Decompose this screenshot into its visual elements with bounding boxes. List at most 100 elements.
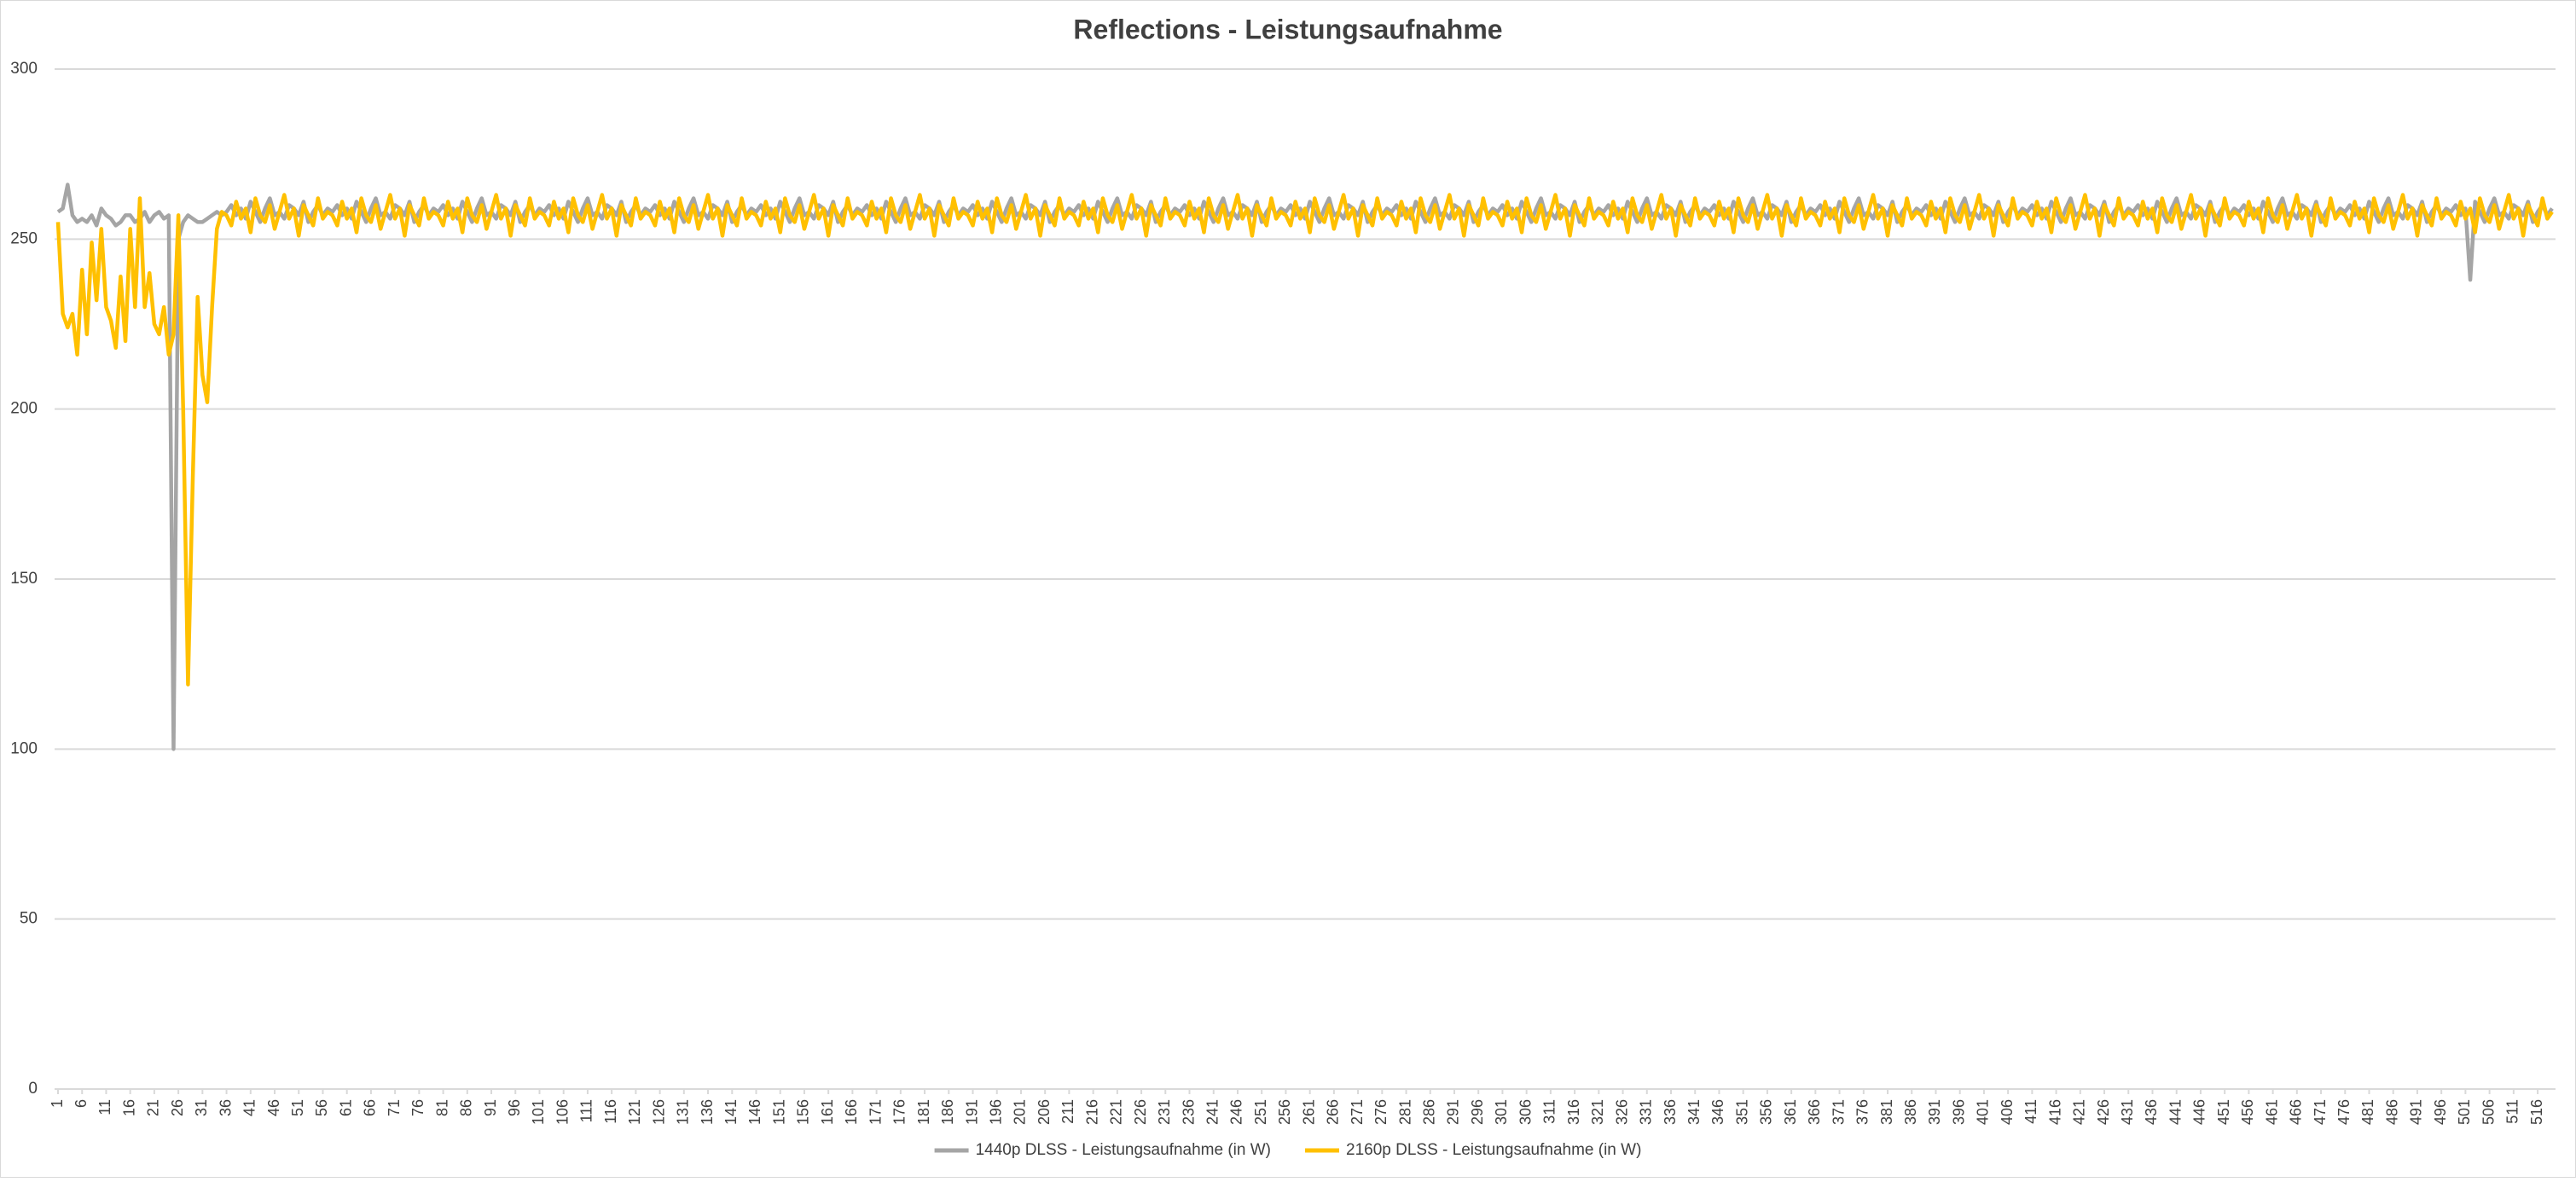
x-tick-label: 266: [1325, 1099, 1342, 1125]
x-tick-label: 16: [120, 1099, 137, 1116]
x-tick-label: 386: [1902, 1099, 1919, 1125]
x-tick-label: 511: [2504, 1099, 2521, 1124]
x-tick-label: 346: [1709, 1099, 1726, 1125]
x-tick-label: 51: [289, 1099, 306, 1116]
x-tick-label: 441: [2167, 1099, 2184, 1125]
x-tick-label: 1: [49, 1099, 66, 1108]
x-tick-label: 221: [1108, 1099, 1125, 1125]
x-tick-label: 316: [1565, 1099, 1582, 1125]
x-tick-label: 236: [1180, 1099, 1197, 1125]
x-tick-label: 171: [867, 1099, 884, 1125]
x-tick-label: 501: [2456, 1099, 2473, 1125]
x-tick-label: 301: [1493, 1099, 1510, 1125]
y-tick-label: 50: [20, 910, 38, 928]
x-tick-label: 106: [554, 1099, 571, 1125]
x-tick-label: 46: [265, 1099, 282, 1116]
x-tick-label: 6: [73, 1099, 90, 1108]
x-tick-label: 11: [96, 1099, 113, 1115]
x-tick-label: 496: [2432, 1099, 2449, 1125]
x-tick-label: 381: [1878, 1099, 1895, 1125]
x-tick-label: 156: [795, 1099, 812, 1125]
x-tick-label: 226: [1132, 1099, 1149, 1125]
y-tick-label: 0: [28, 1080, 38, 1098]
x-tick-label: 211: [1059, 1099, 1076, 1124]
x-tick-label: 486: [2383, 1099, 2400, 1125]
x-tick-label: 416: [2046, 1099, 2063, 1125]
x-tick-label: 196: [987, 1099, 1004, 1125]
x-tick-label: 191: [963, 1099, 980, 1125]
x-tick-label: 426: [2095, 1099, 2112, 1125]
x-tick-label: 276: [1372, 1099, 1390, 1125]
x-tick-label: 96: [506, 1099, 523, 1116]
x-tick-label: 321: [1589, 1099, 1606, 1125]
x-tick-label: 291: [1445, 1099, 1462, 1125]
y-tick-label: 300: [10, 60, 38, 78]
x-tick-label: 271: [1349, 1099, 1366, 1125]
x-tick-label: 466: [2288, 1099, 2305, 1125]
x-tick-label: 431: [2119, 1099, 2136, 1125]
x-tick-label: 436: [2143, 1099, 2160, 1125]
x-tick-label: 286: [1421, 1099, 1438, 1125]
x-tick-label: 41: [241, 1099, 258, 1116]
x-tick-label: 146: [746, 1099, 763, 1125]
x-tick-label: 56: [313, 1099, 330, 1116]
x-tick-label: 421: [2071, 1099, 2088, 1125]
x-tick-label: 166: [843, 1099, 860, 1125]
x-tick-label: 451: [2215, 1099, 2232, 1125]
x-tick-label: 411: [2022, 1099, 2039, 1124]
x-tick-label: 151: [770, 1099, 787, 1125]
x-tick-label: 356: [1758, 1099, 1775, 1125]
x-tick-label: 66: [362, 1099, 379, 1116]
x-tick-label: 86: [458, 1099, 475, 1116]
x-tick-label: 111: [578, 1099, 595, 1122]
x-tick-label: 296: [1469, 1099, 1486, 1125]
x-tick-label: 91: [482, 1099, 499, 1116]
x-tick-label: 216: [1083, 1099, 1100, 1125]
x-tick-label: 456: [2239, 1099, 2256, 1125]
x-tick-label: 206: [1036, 1099, 1053, 1125]
x-tick-label: 516: [2528, 1099, 2545, 1125]
x-tick-label: 186: [939, 1099, 956, 1125]
x-tick-label: 201: [1012, 1099, 1029, 1125]
x-tick-label: 181: [915, 1099, 932, 1125]
series-line: [55, 193, 2554, 687]
x-tick-label: 121: [626, 1099, 643, 1125]
x-tick-label: 26: [169, 1099, 186, 1116]
x-tick-label: 61: [337, 1099, 354, 1116]
x-tick-label: 281: [1396, 1099, 1413, 1125]
x-tick-label: 311: [1541, 1099, 1558, 1124]
x-tick-label: 506: [2480, 1099, 2497, 1125]
x-tick-label: 341: [1685, 1099, 1703, 1125]
y-tick-label: 150: [10, 570, 38, 588]
chart-title: Reflections - Leistungsaufnahme: [1073, 14, 1502, 44]
x-tick-label: 351: [1733, 1099, 1750, 1125]
x-tick-label: 461: [2263, 1099, 2280, 1125]
x-tick-label: 131: [675, 1099, 692, 1125]
x-tick-label: 331: [1638, 1099, 1655, 1125]
x-tick-label: 391: [1926, 1099, 1943, 1125]
x-tick-label: 251: [1252, 1099, 1269, 1125]
x-tick-label: 361: [1782, 1099, 1799, 1125]
x-tick-label: 481: [2359, 1099, 2376, 1125]
x-tick-label: 366: [1806, 1099, 1823, 1125]
x-tick-label: 101: [530, 1099, 547, 1125]
x-tick-label: 396: [1950, 1099, 1967, 1125]
x-tick-label: 401: [1975, 1099, 1992, 1125]
x-tick-label: 81: [433, 1099, 450, 1116]
x-tick-label: 336: [1662, 1099, 1679, 1125]
x-tick-label: 136: [699, 1099, 716, 1125]
x-tick-label: 36: [217, 1099, 234, 1116]
x-tick-label: 256: [1276, 1099, 1293, 1125]
x-tick-label: 476: [2335, 1099, 2353, 1125]
x-tick-label: 371: [1830, 1099, 1847, 1125]
x-tick-label: 406: [1999, 1099, 2016, 1125]
y-tick-label: 100: [10, 739, 38, 757]
x-tick-label: 71: [386, 1099, 403, 1116]
x-tick-label: 326: [1613, 1099, 1630, 1125]
legend-label: 2160p DLSS - Leistungsaufnahme (in W): [1346, 1141, 1641, 1159]
x-tick-label: 161: [819, 1099, 836, 1125]
x-tick-label: 261: [1300, 1099, 1317, 1125]
x-tick-label: 126: [650, 1099, 667, 1125]
